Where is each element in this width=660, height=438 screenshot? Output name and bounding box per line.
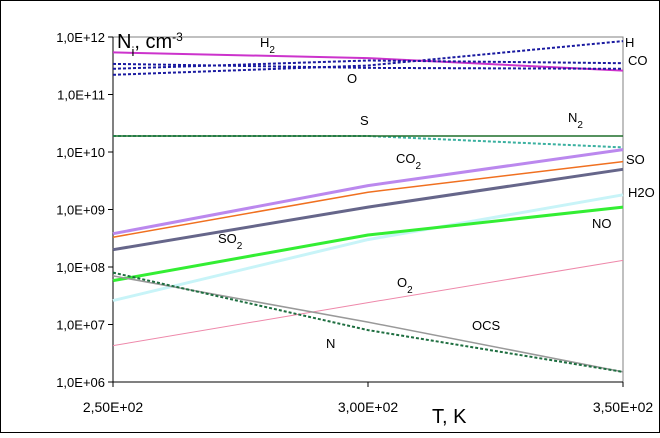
- series-layer: [112, 40, 624, 373]
- x-tick-label: 3,00E+02: [338, 399, 399, 415]
- series-line-so2: [112, 167, 624, 252]
- y-tick-label: 1,0E+10: [56, 145, 105, 160]
- x-axis-title: T, K: [432, 406, 467, 428]
- y-tick-label: 1,0E+08: [56, 260, 105, 275]
- series-line-h2o: [112, 193, 624, 303]
- y-tick-label: 1,0E+12: [56, 30, 105, 45]
- tick-layer: 1,0E+06 1,0E+07 1,0E+08 1,0E+09 1,0E+10 1,0E+…: [56, 30, 653, 415]
- series-line-so: [112, 160, 624, 238]
- y-tick-label: 1,0E+07: [56, 318, 105, 333]
- series-line-o2: [112, 259, 624, 347]
- series-line-co2: [112, 148, 624, 236]
- y-tick-label: 1,0E+09: [56, 203, 105, 218]
- series-label-co2: CO2: [396, 151, 422, 172]
- series-label-no: NO: [592, 216, 612, 231]
- axis-title-layer: Ni, cm-3 T, K: [117, 30, 467, 428]
- series-label-n2: N2: [568, 110, 583, 131]
- x-tick-label: 2,50E+02: [83, 399, 144, 415]
- series-label-so: SO: [626, 152, 645, 167]
- x-tick-label: 3,50E+02: [593, 399, 654, 415]
- series-line-n: [112, 271, 624, 373]
- y-tick-label: 1,0E+06: [56, 375, 105, 390]
- series-label-so2: SO2: [218, 231, 243, 252]
- series-label-o: O: [347, 71, 357, 86]
- y-axis-title: Ni, cm-3: [117, 30, 183, 59]
- series-label-ocs: OCS: [472, 318, 501, 333]
- series-label-o2: O2: [397, 275, 413, 296]
- series-label-n: N: [326, 336, 335, 351]
- series-label-s: S: [360, 113, 369, 128]
- series-label-layer: H H2 CO O S N2 CO2 SO SO2 H2O NO O2 OCS N: [218, 35, 655, 351]
- series-line-o: [112, 59, 624, 70]
- series-label-h2: H2: [260, 35, 275, 56]
- series-line-h: [112, 40, 624, 76]
- series-line-h2: [112, 51, 624, 72]
- series-label-h: H: [625, 35, 634, 50]
- series-label-co: CO: [628, 53, 648, 68]
- series-label-h2o: H2O: [628, 185, 655, 200]
- series-line-no: [112, 205, 624, 283]
- y-tick-label: 1,0E+11: [57, 88, 105, 103]
